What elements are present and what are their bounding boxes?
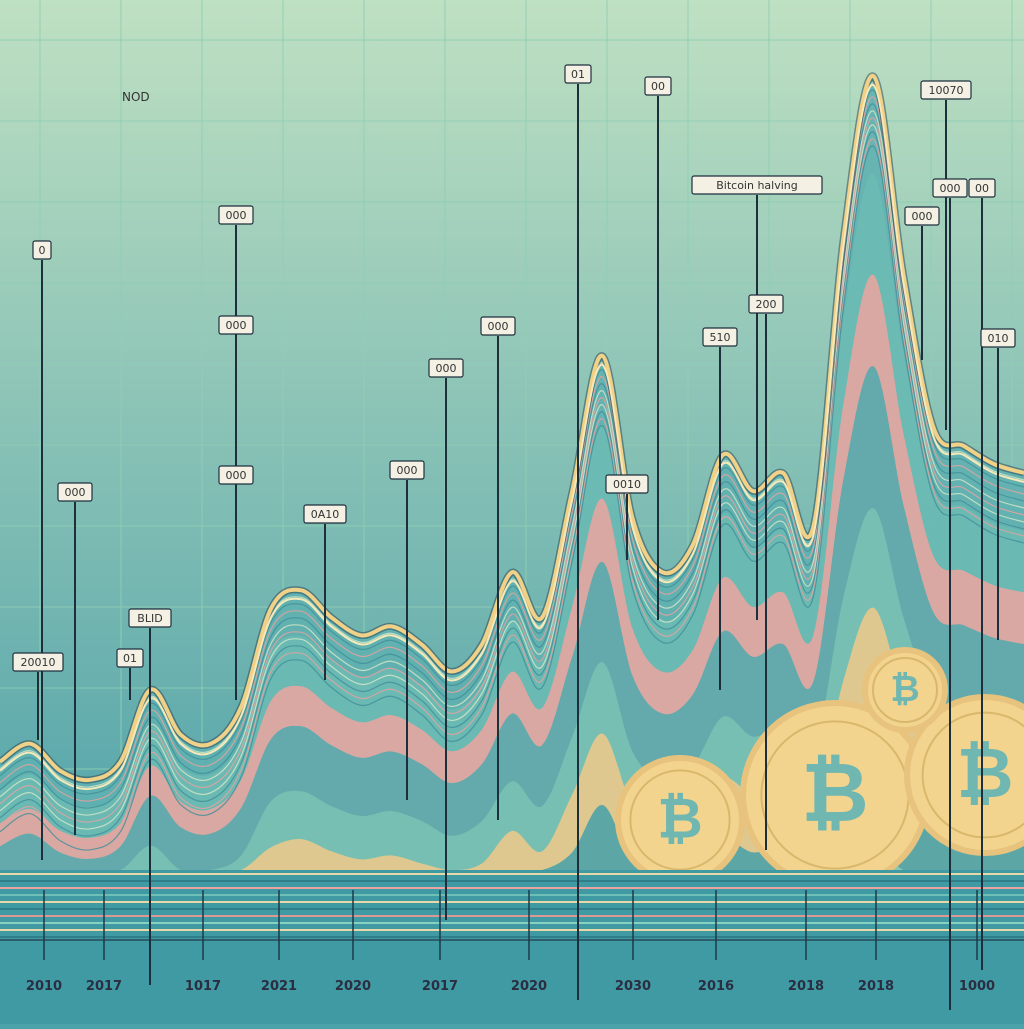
annotation-box [389, 460, 425, 480]
annotation-label: Bitcoin halving [716, 179, 798, 192]
annotation-box [644, 76, 672, 96]
annotation-label: 010 [988, 332, 1009, 345]
area-band-7 [0, 707, 1024, 873]
contour-line [0, 145, 1024, 851]
x-tick-label: 2017 [86, 979, 122, 994]
annotation-box [605, 474, 649, 494]
baseline-stripes [0, 870, 1024, 1024]
x-tick-label: 2020 [335, 979, 371, 994]
coin-ring [629, 769, 731, 871]
x-tick-label: 2016 [698, 979, 734, 994]
annotation-box [218, 205, 254, 225]
coin-ring [872, 657, 938, 723]
main-line-echo [0, 84, 1024, 791]
annotation-label: 000 [226, 319, 247, 332]
annotation-label: 510 [710, 331, 731, 344]
coin-4 [862, 647, 948, 733]
annotation-label: 000 [65, 486, 86, 499]
annotation-label: 10070 [929, 84, 964, 97]
annotation-label: 20010 [21, 656, 56, 669]
main-line [0, 74, 1024, 783]
annotation-box [12, 652, 64, 672]
coin-illustrations: ₿ ₿ ₿ ₿ [615, 647, 1024, 890]
annotation-label: 00 [651, 80, 665, 93]
corner-label: NOD [122, 90, 150, 104]
annotation-label: 000 [940, 182, 961, 195]
annotation-label: 000 [436, 362, 457, 375]
annotation-label: 00 [975, 182, 989, 195]
annotation-label: 000 [397, 464, 418, 477]
contour-line [0, 103, 1024, 809]
bitcoin-symbol: ₿ [801, 744, 869, 841]
annotation-box [303, 504, 347, 524]
x-tick-label: 1000 [959, 979, 995, 994]
bitcoin-symbol: ₿ [890, 669, 919, 710]
annotation-box [691, 175, 823, 195]
x-tick-label: 2010 [26, 979, 62, 994]
annotation-label: 000 [912, 210, 933, 223]
x-tick-label: 1017 [185, 979, 221, 994]
bitcoin-symbol: ₿ [657, 786, 703, 851]
annotation-label: 01 [571, 68, 585, 81]
x-tick-label: 2018 [858, 979, 894, 994]
annotation-box [128, 608, 172, 628]
contour-line [0, 96, 1024, 802]
annotation-label: 0A10 [311, 508, 340, 521]
annotation-box [218, 465, 254, 485]
contour-line [0, 131, 1024, 837]
annotation-box [480, 316, 516, 336]
annotation-box [968, 178, 996, 198]
annotation-label: 000 [488, 320, 509, 333]
annotation-box [57, 482, 93, 502]
contour-line [0, 138, 1024, 844]
annotation-label: BLID [137, 612, 162, 625]
annotation-label: 0010 [613, 478, 641, 491]
x-tick-label: 2030 [615, 979, 651, 994]
annotation-box [428, 358, 464, 378]
annotation-box [932, 178, 968, 198]
annotation-box [32, 240, 52, 260]
contour-line [0, 110, 1024, 816]
annotation-label: 200 [756, 298, 777, 311]
main-series [0, 72, 1024, 791]
annotation-label: 0 [39, 244, 46, 257]
annotation-box [218, 315, 254, 335]
annotation-label: 000 [226, 209, 247, 222]
annotation-box [904, 206, 940, 226]
contour-line [0, 124, 1024, 830]
annotation-box [980, 328, 1016, 348]
annotation-box [920, 80, 972, 100]
contour-line [0, 117, 1024, 823]
annotation-label: 01 [123, 652, 137, 665]
coin-ring [921, 711, 1024, 839]
annotation-label: 000 [226, 469, 247, 482]
x-tick-label: 2017 [422, 979, 458, 994]
x-tick-label: 2018 [788, 979, 824, 994]
annotation-box [564, 64, 592, 84]
bitcoin-symbol: ₿ [956, 732, 1013, 814]
annotation-box [748, 294, 784, 314]
x-axis-ticks: 2010 2017 1017 2021 2020 2017 2020 2030 2016 2018… [26, 890, 995, 994]
baseline-area [0, 870, 1024, 1024]
annotation-box [702, 327, 738, 347]
x-tick-label: 2021 [261, 979, 297, 994]
annotation-box [116, 648, 144, 668]
x-tick-label: 2020 [511, 979, 547, 994]
